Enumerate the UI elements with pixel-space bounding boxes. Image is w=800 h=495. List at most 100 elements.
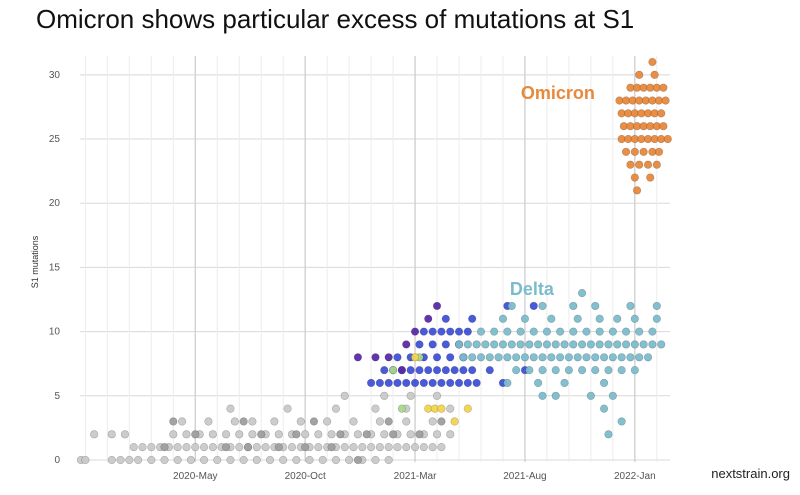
data-point[interactable] [454, 378, 464, 388]
data-point[interactable] [577, 366, 587, 375]
data-point[interactable] [650, 70, 659, 79]
data-point[interactable] [560, 340, 569, 349]
data-point[interactable] [476, 353, 486, 362]
data-point[interactable] [301, 430, 310, 439]
data-point[interactable] [349, 443, 358, 452]
data-point[interactable] [432, 430, 442, 439]
data-point[interactable] [437, 378, 446, 388]
data-point[interactable] [498, 314, 508, 323]
data-point[interactable] [384, 417, 393, 426]
data-point[interactable] [626, 301, 635, 311]
data-point[interactable] [520, 353, 530, 362]
data-point[interactable] [191, 443, 200, 452]
data-point[interactable] [230, 417, 239, 426]
data-point[interactable] [353, 353, 363, 362]
data-point[interactable] [560, 378, 569, 388]
data-point[interactable] [551, 366, 560, 375]
data-point[interactable] [301, 443, 310, 452]
data-point[interactable] [454, 340, 464, 349]
data-point[interactable] [129, 443, 138, 452]
data-point[interactable] [648, 340, 657, 349]
data-point[interactable] [384, 353, 393, 362]
data-point[interactable] [419, 327, 428, 336]
data-point[interactable] [604, 340, 613, 349]
data-point[interactable] [525, 366, 534, 375]
data-point[interactable] [138, 443, 147, 452]
data-point[interactable] [617, 366, 626, 375]
data-point[interactable] [160, 455, 169, 465]
data-point[interactable] [551, 391, 560, 400]
data-point[interactable] [384, 378, 393, 388]
data-point[interactable] [428, 378, 437, 388]
data-point[interactable] [362, 430, 371, 439]
data-point[interactable] [107, 430, 116, 439]
data-point[interactable] [437, 443, 446, 452]
data-point[interactable] [617, 353, 626, 362]
data-point[interactable] [366, 378, 376, 388]
data-point[interactable] [393, 378, 402, 388]
data-point[interactable] [327, 430, 336, 439]
data-point[interactable] [410, 443, 420, 452]
data-point[interactable] [503, 378, 512, 388]
data-point[interactable] [534, 378, 543, 388]
data-point[interactable] [613, 340, 622, 349]
data-point[interactable] [410, 378, 420, 388]
data-point[interactable] [406, 391, 415, 400]
data-point[interactable] [485, 366, 494, 375]
data-point[interactable] [630, 314, 639, 323]
data-point[interactable] [208, 443, 217, 452]
data-point[interactable] [648, 57, 657, 67]
data-point[interactable] [274, 443, 283, 452]
data-point[interactable] [538, 391, 547, 400]
data-point[interactable] [459, 366, 468, 375]
data-point[interactable] [292, 430, 301, 439]
data-point[interactable] [630, 173, 639, 182]
data-point[interactable] [257, 430, 266, 439]
data-point[interactable] [635, 327, 644, 336]
data-point[interactable] [336, 430, 345, 439]
data-point[interactable] [632, 186, 642, 195]
data-point[interactable] [397, 404, 406, 413]
data-point[interactable] [630, 340, 639, 349]
data-point[interactable] [388, 430, 398, 439]
data-point[interactable] [283, 404, 292, 413]
data-point[interactable] [90, 430, 99, 439]
data-point[interactable] [261, 443, 270, 452]
data-point[interactable] [516, 327, 525, 336]
data-point[interactable] [349, 417, 358, 426]
data-point[interactable] [635, 70, 644, 79]
data-point[interactable] [556, 327, 565, 336]
data-point[interactable] [463, 327, 472, 336]
data-point[interactable] [450, 417, 459, 426]
data-point[interactable] [199, 443, 209, 452]
data-point[interactable] [248, 417, 257, 426]
data-point[interactable] [331, 455, 341, 465]
data-point[interactable] [639, 147, 648, 156]
data-point[interactable] [520, 314, 530, 323]
data-point[interactable] [635, 160, 644, 169]
data-point[interactable] [406, 366, 415, 375]
data-point[interactable] [621, 147, 631, 156]
data-point[interactable] [125, 455, 134, 465]
data-point[interactable] [415, 340, 424, 349]
data-point[interactable] [147, 443, 156, 452]
data-point[interactable] [177, 417, 187, 426]
data-point[interactable] [490, 340, 499, 349]
data-point[interactable] [371, 353, 380, 362]
data-point[interactable] [525, 340, 534, 349]
data-point[interactable] [345, 455, 354, 465]
data-point[interactable] [248, 430, 257, 439]
data-point[interactable] [402, 340, 411, 349]
data-point[interactable] [318, 455, 327, 465]
data-point[interactable] [503, 353, 512, 362]
data-point[interactable] [573, 353, 582, 362]
data-point[interactable] [305, 455, 314, 465]
data-point[interactable] [432, 353, 442, 362]
data-point[interactable] [186, 455, 195, 465]
data-point[interactable] [397, 366, 406, 375]
data-point[interactable] [663, 134, 672, 144]
data-point[interactable] [432, 391, 442, 400]
data-point[interactable] [327, 443, 336, 452]
data-point[interactable] [604, 366, 613, 375]
data-point[interactable] [402, 417, 411, 426]
